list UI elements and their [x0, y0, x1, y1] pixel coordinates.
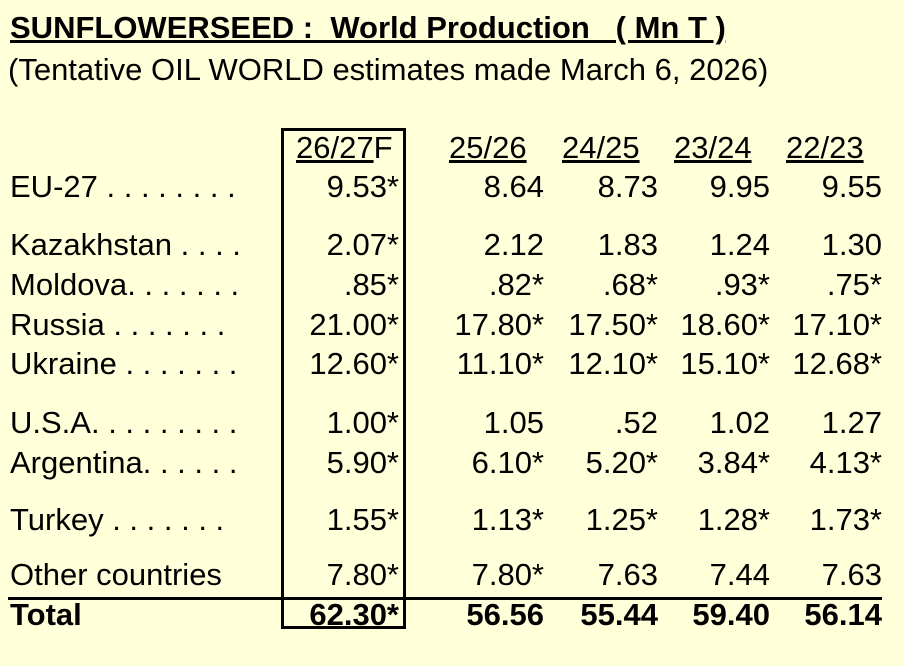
cell-25-26: 2.12 [483, 227, 544, 262]
cell-22-23: 4.13* [809, 445, 882, 480]
cell-24-25: .52 [614, 405, 658, 440]
row-label: Russia . . . . . . . [10, 307, 226, 342]
cell-26-27: .85* [343, 267, 399, 302]
cell-23-24: 7.44 [709, 557, 770, 592]
cell-22-23: 1.30 [821, 227, 882, 262]
cell-26-27: 12.60* [309, 346, 399, 381]
cell-24-25: 1.83 [597, 227, 658, 262]
cell-23-24: 9.95 [709, 169, 770, 204]
cell-24-25: .68* [602, 267, 658, 302]
cell-22-23: 1.27 [821, 405, 882, 440]
cell-23-24: 18.60* [680, 307, 770, 342]
row-label: U.S.A. . . . . . . . . [10, 405, 238, 440]
cell-24-25: 55.44 [580, 597, 658, 632]
row-label: EU-27 . . . . . . . . [10, 169, 236, 204]
row-label: Turkey . . . . . . . [10, 502, 225, 537]
total-divider [8, 597, 882, 600]
cell-26-27: 1.00* [326, 405, 399, 440]
cell-24-25: 7.63 [597, 557, 658, 592]
column-header-25-26: 25/26 [449, 130, 527, 165]
table-row-eu27: EU-27 . . . . . . . . 9.53* 8.64 8.73 9.… [0, 167, 904, 207]
cell-26-27: 7.80* [326, 557, 399, 592]
table-row-total: Total 62.30* 56.56 55.44 59.40 56.14 [0, 595, 904, 635]
cell-25-26: 6.10* [471, 445, 544, 480]
row-label: Other countries [10, 557, 222, 592]
table-row-turkey: Turkey . . . . . . . 1.55* 1.13* 1.25* 1… [0, 500, 904, 540]
cell-26-27: 2.07* [326, 227, 399, 262]
cell-25-26: 56.56 [466, 597, 544, 632]
cell-23-24: 15.10* [680, 346, 770, 381]
cell-25-26: 11.10* [456, 346, 544, 381]
cell-24-25: 17.50* [568, 307, 658, 342]
total-label: Total [10, 597, 82, 632]
cell-23-24: 1.28* [697, 502, 770, 537]
table-row-russia: Russia . . . . . . . 21.00* 17.80* 17.50… [0, 305, 904, 345]
table-row-usa: U.S.A. . . . . . . . . 1.00* 1.05 .52 1.… [0, 403, 904, 443]
cell-23-24: 3.84* [697, 445, 770, 480]
table-row-argentina: Argentina. . . . . . 5.90* 6.10* 5.20* 3… [0, 443, 904, 483]
cell-25-26: 1.13* [471, 502, 544, 537]
cell-25-26: .82* [488, 267, 544, 302]
cell-25-26: 8.64 [483, 169, 544, 204]
table-row-moldova: Moldova. . . . . . . .85* .82* .68* .93*… [0, 265, 904, 305]
cell-25-26: 17.80* [454, 307, 544, 342]
cell-23-24: 59.40 [692, 597, 770, 632]
cell-23-24: .93* [714, 267, 770, 302]
cell-26-27: 5.90* [326, 445, 399, 480]
cell-25-26: 1.05 [483, 405, 544, 440]
cell-26-27: 21.00* [309, 307, 399, 342]
cell-24-25: 12.10* [568, 346, 658, 381]
cell-23-24: 1.24 [709, 227, 770, 262]
page-title: SUNFLOWERSEED : World Production ( Mn T … [10, 10, 726, 45]
page-subtitle: (Tentative OIL WORLD estimates made Marc… [8, 52, 769, 87]
cell-24-25: 5.20* [585, 445, 658, 480]
table-row-kazakhstan: Kazakhstan . . . . 2.07* 2.12 1.83 1.24 … [0, 225, 904, 265]
cell-26-27: 1.55* [326, 502, 399, 537]
cell-22-23: .75* [826, 267, 882, 302]
cell-22-23: 9.55 [821, 169, 882, 204]
row-label: Kazakhstan . . . . [10, 227, 241, 262]
row-label: Argentina. . . . . . [10, 445, 238, 480]
column-header-22-23: 22/23 [786, 130, 864, 165]
cell-22-23: 1.73* [809, 502, 882, 537]
row-label: Moldova. . . . . . . [10, 267, 240, 302]
cell-25-26: 7.80* [471, 557, 544, 592]
forecast-column-box [281, 128, 406, 629]
cell-22-23: 12.68* [792, 346, 882, 381]
cell-22-23: 56.14 [804, 597, 882, 632]
column-header-24-25: 24/25 [562, 130, 640, 165]
cell-26-27: 9.53* [326, 169, 399, 204]
cell-24-25: 1.25* [585, 502, 658, 537]
cell-23-24: 1.02 [709, 405, 770, 440]
column-header-23-24: 23/24 [674, 130, 752, 165]
table-row-ukraine: Ukraine . . . . . . . 12.60* 11.10* 12.1… [0, 344, 904, 384]
table-row-other-countries: Other countries 7.80* 7.80* 7.63 7.44 7.… [0, 555, 904, 595]
column-header-26-27: 26/27F [296, 130, 393, 165]
cell-22-23: 17.10* [792, 307, 882, 342]
cell-24-25: 8.73 [597, 169, 658, 204]
row-label: Ukraine . . . . . . . [10, 346, 238, 381]
cell-22-23: 7.63 [821, 557, 882, 592]
